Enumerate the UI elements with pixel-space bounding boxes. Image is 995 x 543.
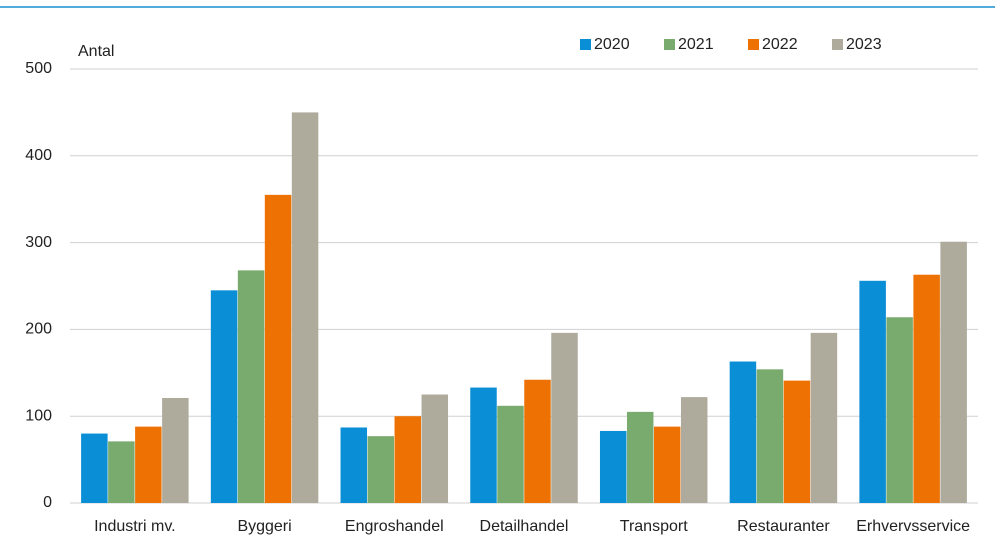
bar	[810, 332, 838, 503]
y-tick-label: 500	[25, 60, 52, 77]
bar	[367, 436, 395, 503]
bar	[210, 290, 238, 503]
bar	[626, 411, 654, 503]
bar	[264, 194, 292, 504]
bar	[340, 427, 368, 503]
y-axis-label: Antal	[78, 43, 114, 60]
bar	[680, 397, 708, 503]
bar	[470, 387, 497, 503]
y-tick-label: 200	[25, 321, 52, 338]
x-tick-label: Engroshandel	[345, 518, 444, 535]
x-tick-label: Detailhandel	[480, 518, 569, 535]
legend-label: 2023	[846, 36, 882, 53]
y-tick-label: 300	[25, 234, 52, 251]
x-tick-label: Byggeri	[237, 518, 291, 535]
legend-label: 2020	[594, 36, 630, 53]
x-tick-label: Restauranter	[737, 518, 830, 535]
bar	[237, 270, 265, 503]
bar	[653, 426, 681, 503]
bar	[524, 379, 551, 503]
bar	[421, 394, 449, 503]
bar	[886, 317, 913, 503]
x-tick-label: Erhvervsservice	[856, 518, 970, 535]
legend-label: 2021	[678, 36, 714, 53]
legend-swatch	[832, 39, 843, 50]
bar	[497, 405, 524, 503]
bar	[135, 426, 162, 503]
bar	[599, 430, 627, 503]
y-tick-label: 0	[43, 494, 52, 511]
bar	[108, 441, 135, 503]
y-tick-label: 400	[25, 147, 52, 164]
bar	[291, 112, 319, 504]
bar	[783, 380, 811, 503]
bar	[756, 369, 784, 503]
legend-swatch	[664, 39, 675, 50]
bar	[913, 274, 940, 503]
bar	[859, 280, 886, 503]
y-tick-label: 100	[25, 407, 52, 424]
bar	[729, 361, 757, 503]
bar	[394, 416, 422, 503]
bar	[551, 332, 578, 503]
legend-label: 2022	[762, 36, 798, 53]
bar	[940, 241, 967, 503]
legend-swatch	[748, 39, 759, 50]
x-tick-label: Transport	[620, 518, 688, 535]
legend-swatch	[580, 39, 591, 50]
bar	[81, 433, 108, 503]
x-tick-label: Industri mv.	[94, 518, 176, 535]
bar	[162, 397, 189, 503]
